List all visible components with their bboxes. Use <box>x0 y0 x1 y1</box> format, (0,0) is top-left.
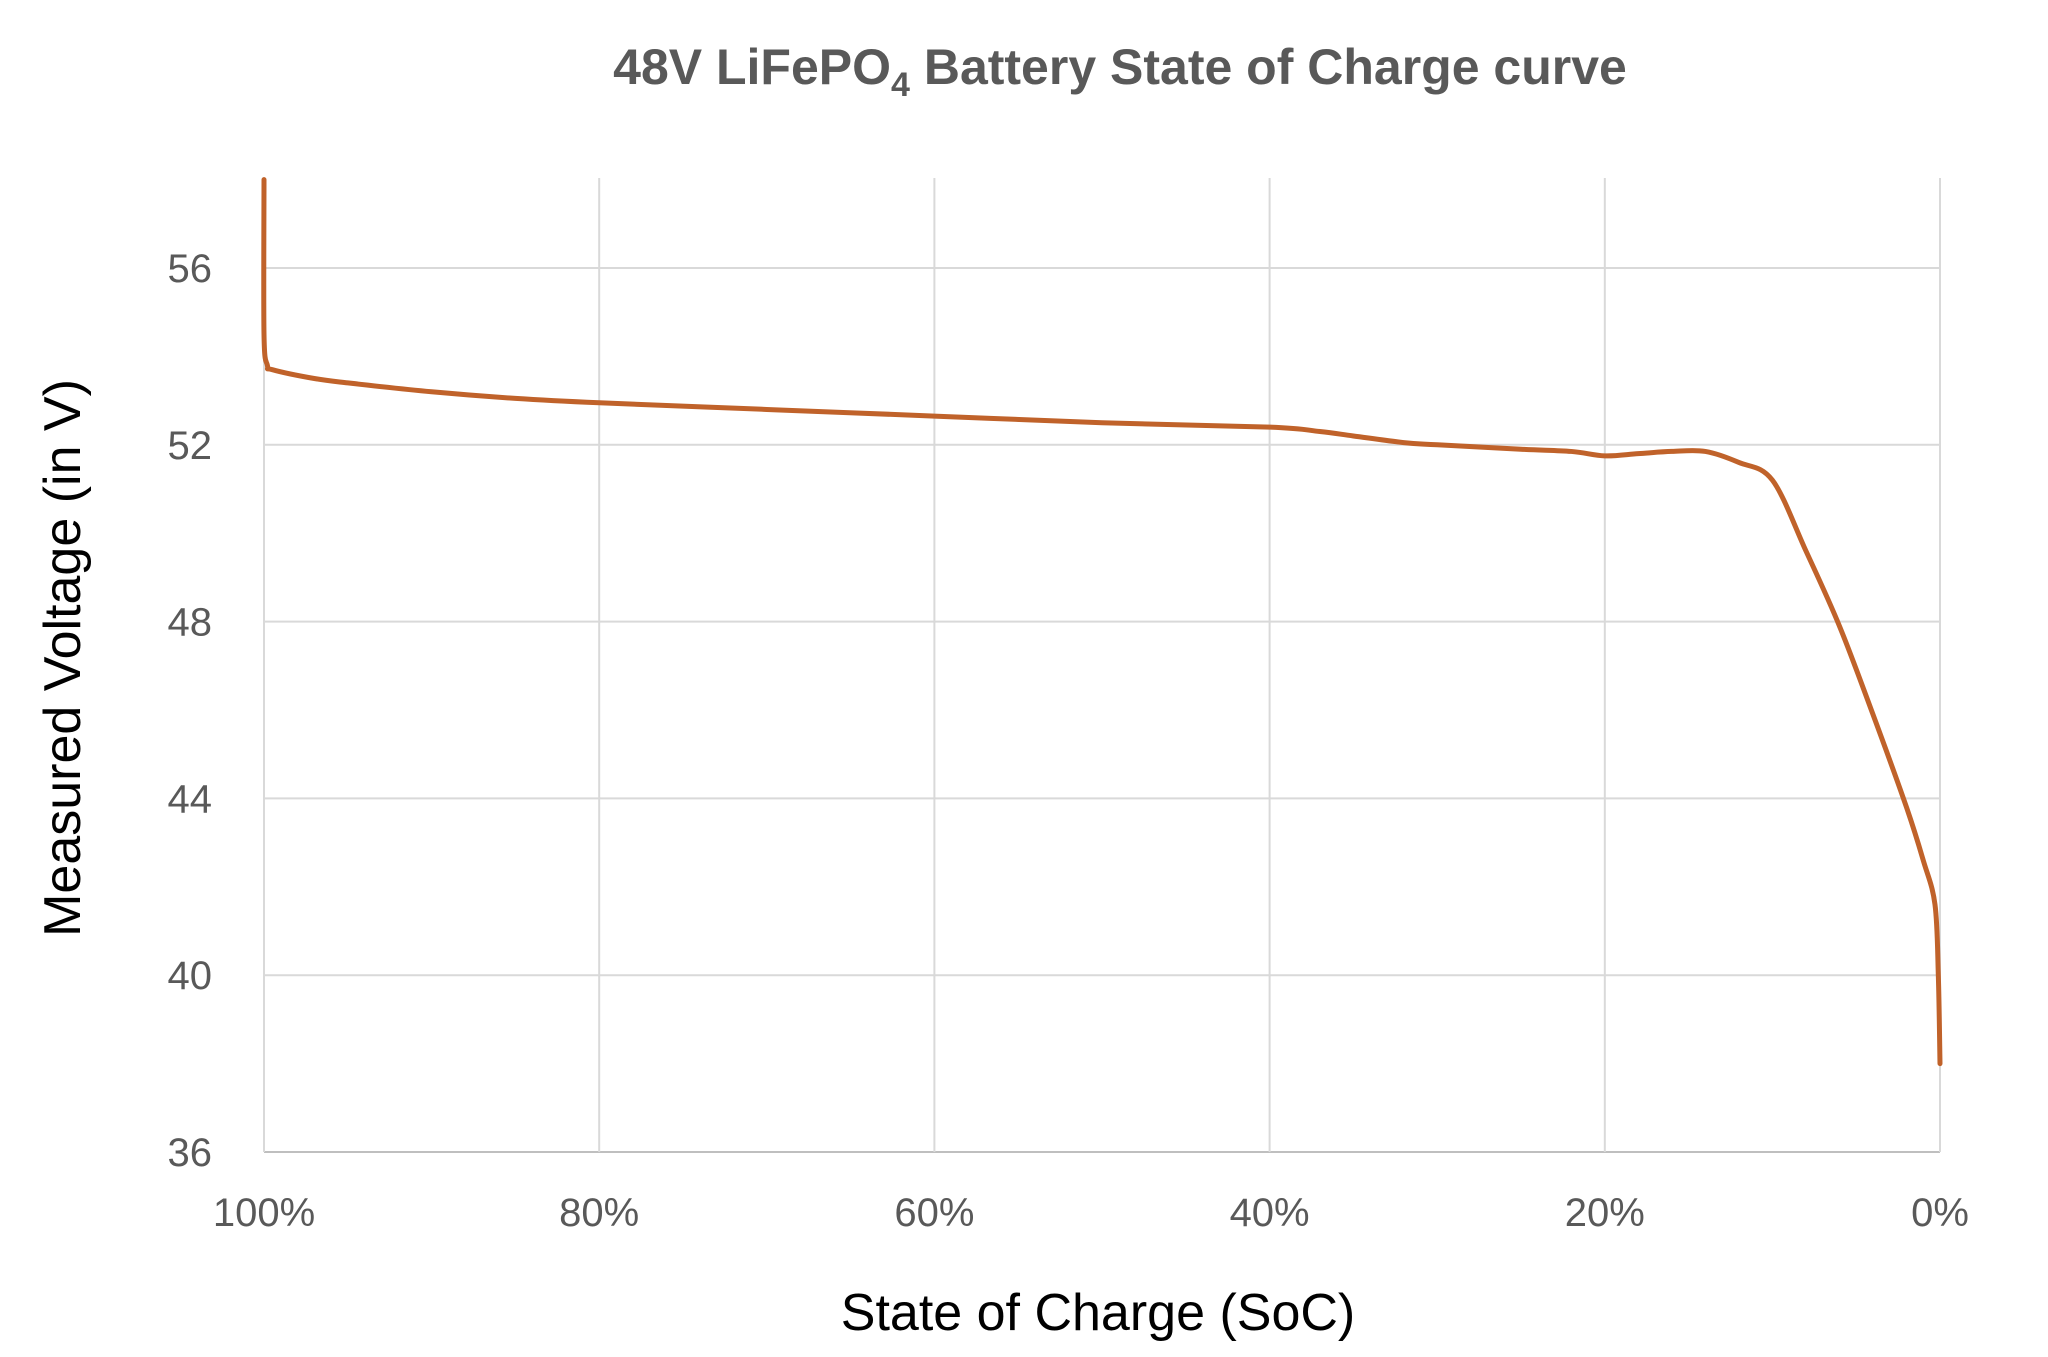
x-tick-label: 60% <box>894 1191 974 1235</box>
y-tick-label: 48 <box>168 601 213 645</box>
tick-labels: 36 40 44 48 52 56 100% 80% 60% 40% 20% 0% <box>168 247 1969 1235</box>
title-subscript: 4 <box>891 66 910 104</box>
x-tick-label: 40% <box>1230 1191 1310 1235</box>
y-tick-label: 52 <box>168 424 213 468</box>
y-tick-label: 56 <box>168 247 213 291</box>
x-tick-label: 20% <box>1565 1191 1645 1235</box>
x-axis-label: State of Charge (SoC) <box>841 1284 1355 1342</box>
soc-curve-line <box>261 177 1943 1067</box>
y-tick-label: 36 <box>168 1131 213 1175</box>
chart-title: 48V LiFePO4 Battery State of Charge curv… <box>613 39 1627 104</box>
grid <box>263 178 1941 1153</box>
y-axis-label: Measured Voltage (in V) <box>34 379 92 937</box>
x-tick-label: 80% <box>559 1191 639 1235</box>
x-tick-label: 100% <box>213 1191 315 1235</box>
y-tick-label: 40 <box>168 954 213 998</box>
x-tick-label: 0% <box>1911 1191 1969 1235</box>
y-tick-label: 44 <box>168 777 213 821</box>
